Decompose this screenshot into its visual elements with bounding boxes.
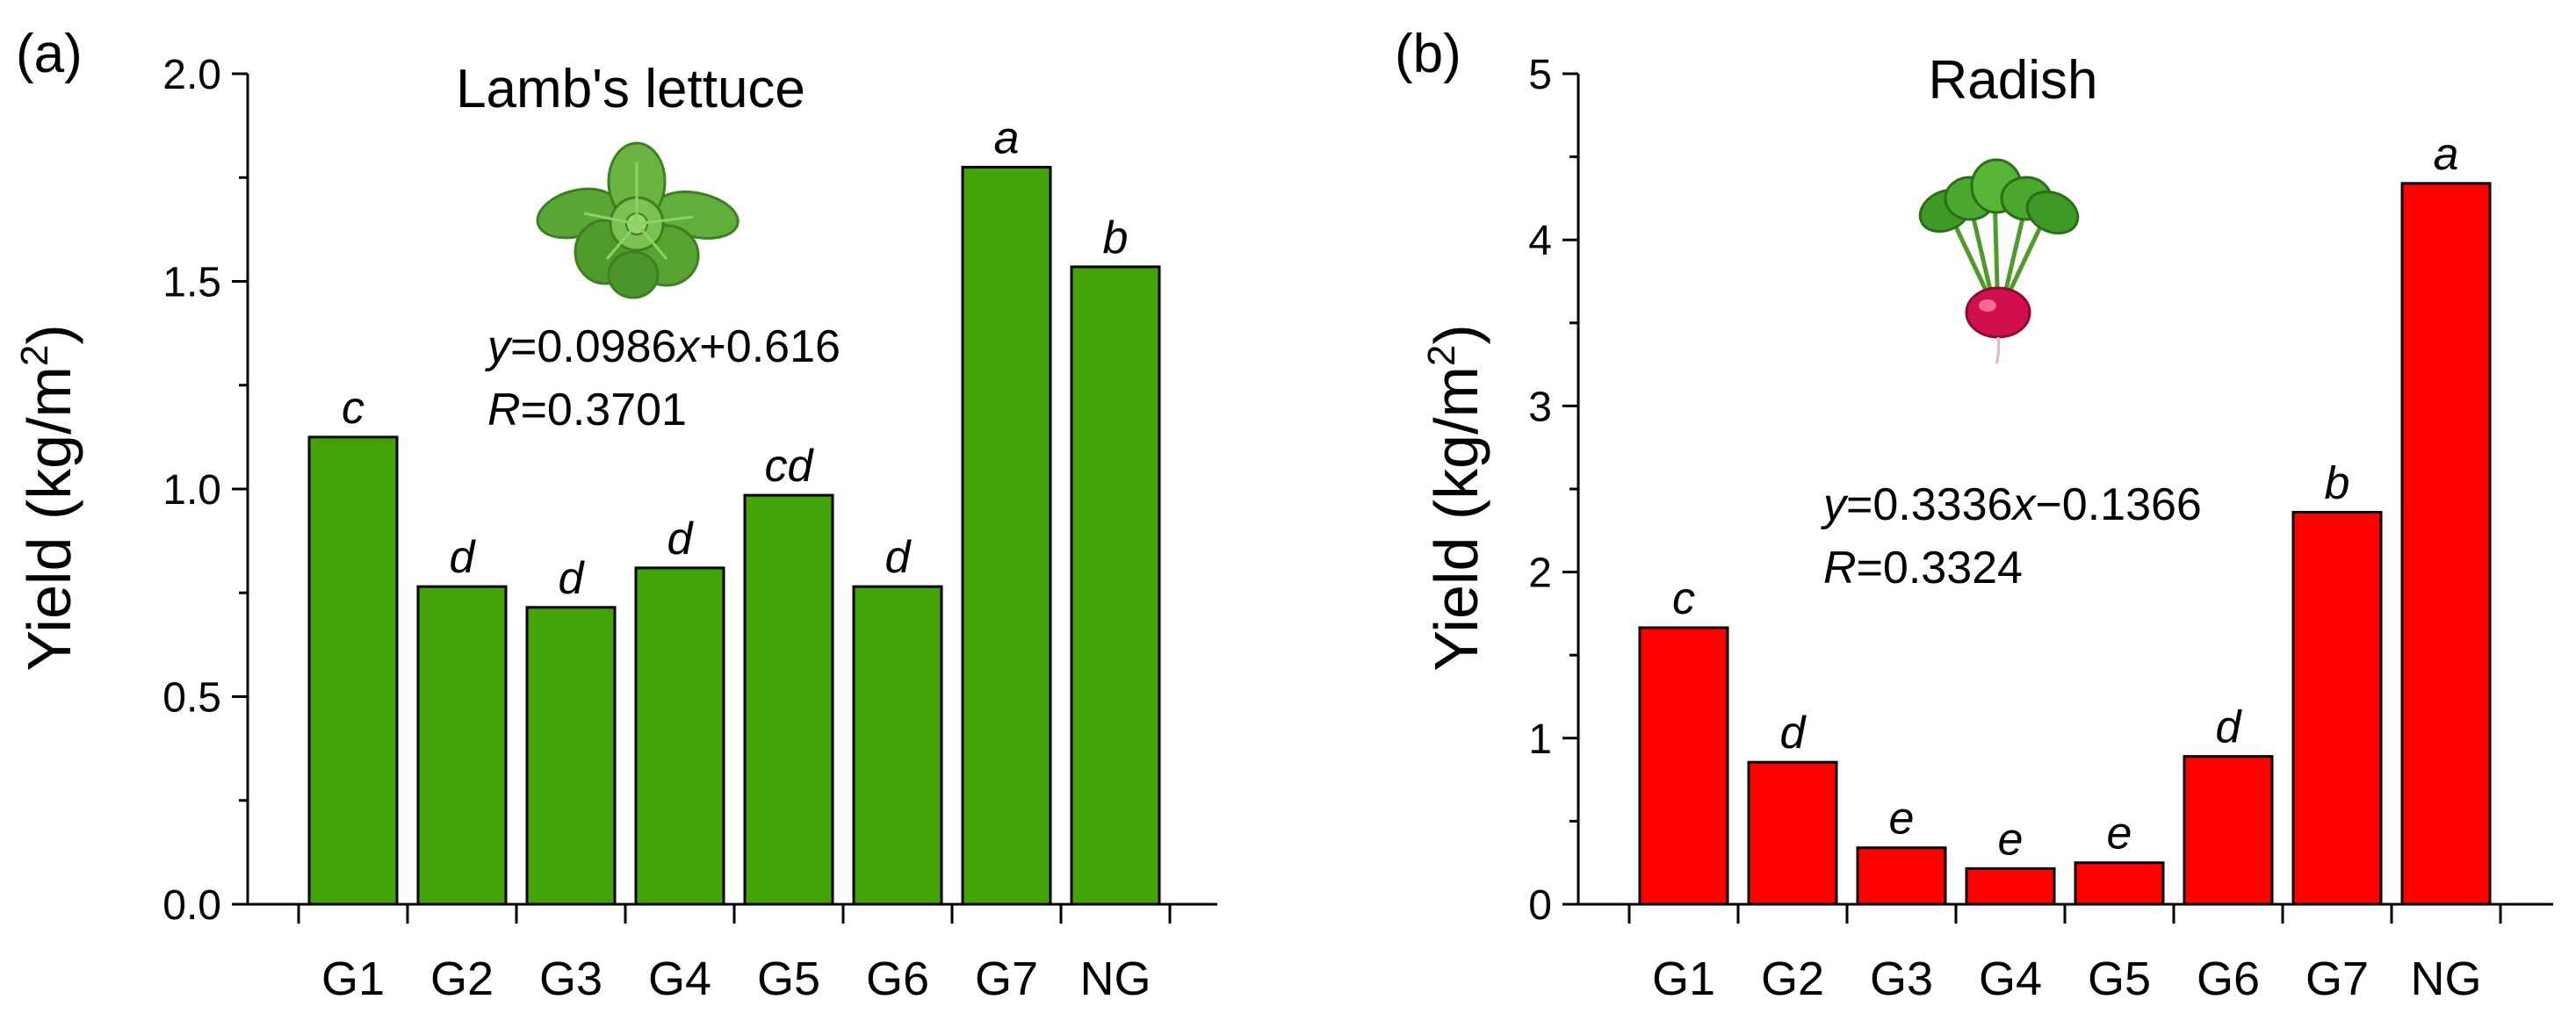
- panel-b-significance-letters: c d e e e d b a: [1672, 129, 2458, 865]
- category-label: G7: [2305, 953, 2369, 1005]
- y-tick-label: 2: [1528, 550, 1552, 597]
- significance-letter: d: [885, 532, 913, 583]
- significance-letter: c: [342, 383, 364, 434]
- category-label: NG: [1080, 953, 1151, 1005]
- category-label: G6: [866, 953, 929, 1005]
- bar-g4: [1965, 867, 2056, 906]
- significance-letter: b: [2325, 457, 2350, 508]
- bar-g1: [1638, 626, 1729, 906]
- panel-a-bars: [307, 165, 1161, 906]
- category-label: G5: [2088, 953, 2151, 1005]
- category-label: G1: [1652, 953, 1715, 1005]
- panel-a-title: Lamb's lettuce: [456, 59, 805, 119]
- significance-letter: b: [1103, 212, 1129, 263]
- category-label: G4: [1979, 953, 2042, 1005]
- significance-letter: d: [667, 514, 695, 565]
- y-tick-label: 1: [1528, 716, 1552, 763]
- y-tick-label: 1.5: [162, 260, 221, 306]
- bar-g1: [307, 435, 399, 906]
- bar-g4: [634, 566, 725, 906]
- significance-letter: d: [2216, 702, 2243, 753]
- panel-b-label: (b): [1395, 24, 1461, 84]
- y-tick-label: 0.5: [162, 675, 221, 722]
- panel-b-bars: [1638, 182, 2492, 906]
- y-tick-label: 2.0: [162, 52, 221, 98]
- bar-g3: [1856, 846, 1947, 906]
- lettuce-icon: [536, 141, 740, 299]
- bar-g5: [743, 493, 834, 906]
- category-label: G7: [975, 953, 1038, 1005]
- panel-b-category-labels: G1 G2 G3 G4 G5 G6 G7 NG: [1652, 953, 2482, 1005]
- panel-a-r-value: R=0.3701: [487, 385, 687, 435]
- category-label: G3: [1870, 953, 1933, 1005]
- category-label: NG: [2411, 953, 2482, 1005]
- y-tick-label: 0.0: [162, 882, 221, 929]
- significance-letter: e: [1889, 794, 1915, 845]
- panel-a: (a) Lamb's lettuce Yield (kg/m2) 0.0 0.5 1…: [13, 24, 1217, 1005]
- radish-icon: [1918, 158, 2080, 364]
- bar-g6: [852, 585, 943, 906]
- significance-letter: a: [994, 112, 1020, 163]
- significance-letter: e: [2107, 809, 2132, 859]
- category-label: G2: [430, 953, 494, 1005]
- panel-b-y-axis-label: Yield (kg/m2): [1420, 324, 1490, 671]
- bar-g5: [2074, 861, 2165, 906]
- panel-b: (b) Radish Yield (kg/m2) 0 1 2 3 4 5 c d e e e d b a…: [1395, 24, 2553, 1005]
- category-label: G2: [1761, 953, 1824, 1005]
- significance-letter: a: [2434, 129, 2459, 180]
- significance-letter: e: [1998, 814, 2024, 865]
- significance-letter: d: [559, 553, 586, 604]
- panel-b-x-axis: [1578, 903, 2553, 924]
- bar-g2: [1747, 760, 1838, 906]
- panel-a-x-axis: [248, 903, 1217, 924]
- y-tick-label: 0: [1528, 882, 1552, 929]
- y-tick-label: 5: [1528, 52, 1552, 98]
- bar-g2: [416, 585, 508, 906]
- panel-b-r-value: R=0.3324: [1823, 543, 2023, 593]
- bar-g7: [961, 165, 1052, 906]
- panel-a-y-axis-label: Yield (kg/m2): [13, 324, 83, 671]
- y-tick-label: 4: [1528, 218, 1552, 264]
- bar-ng: [1070, 265, 1161, 906]
- category-label: G4: [648, 953, 711, 1005]
- y-tick-label: 1.0: [162, 467, 221, 514]
- bar-g6: [2183, 755, 2274, 906]
- category-label: G5: [757, 953, 820, 1005]
- category-label: G1: [321, 953, 385, 1005]
- category-label: G6: [2197, 953, 2260, 1005]
- panel-a-y-axis: 0.0 0.5 1.0 1.5 2.0: [162, 52, 249, 929]
- panel-b-regression-equation: y=0.3336x−0.1366: [1821, 479, 2202, 530]
- significance-letter: cd: [765, 441, 815, 492]
- panel-a-label: (a): [16, 24, 83, 84]
- y-tick-label: 3: [1528, 384, 1552, 430]
- significance-letter: c: [1672, 573, 1695, 624]
- bar-ng: [2400, 182, 2492, 906]
- significance-letter: d: [1780, 708, 1808, 759]
- bar-g7: [2291, 510, 2383, 906]
- bar-g3: [525, 606, 617, 906]
- panel-a-regression-equation: y=0.0986x+0.616: [485, 321, 841, 372]
- panel-b-title: Radish: [1929, 50, 2098, 111]
- panel-a-category-labels: G1 G2 G3 G4 G5 G6 G7 NG: [321, 953, 1151, 1005]
- significance-letter: d: [450, 532, 477, 583]
- category-label: G3: [539, 953, 603, 1005]
- panel-b-y-axis: 0 1 2 3 4 5: [1528, 52, 1580, 929]
